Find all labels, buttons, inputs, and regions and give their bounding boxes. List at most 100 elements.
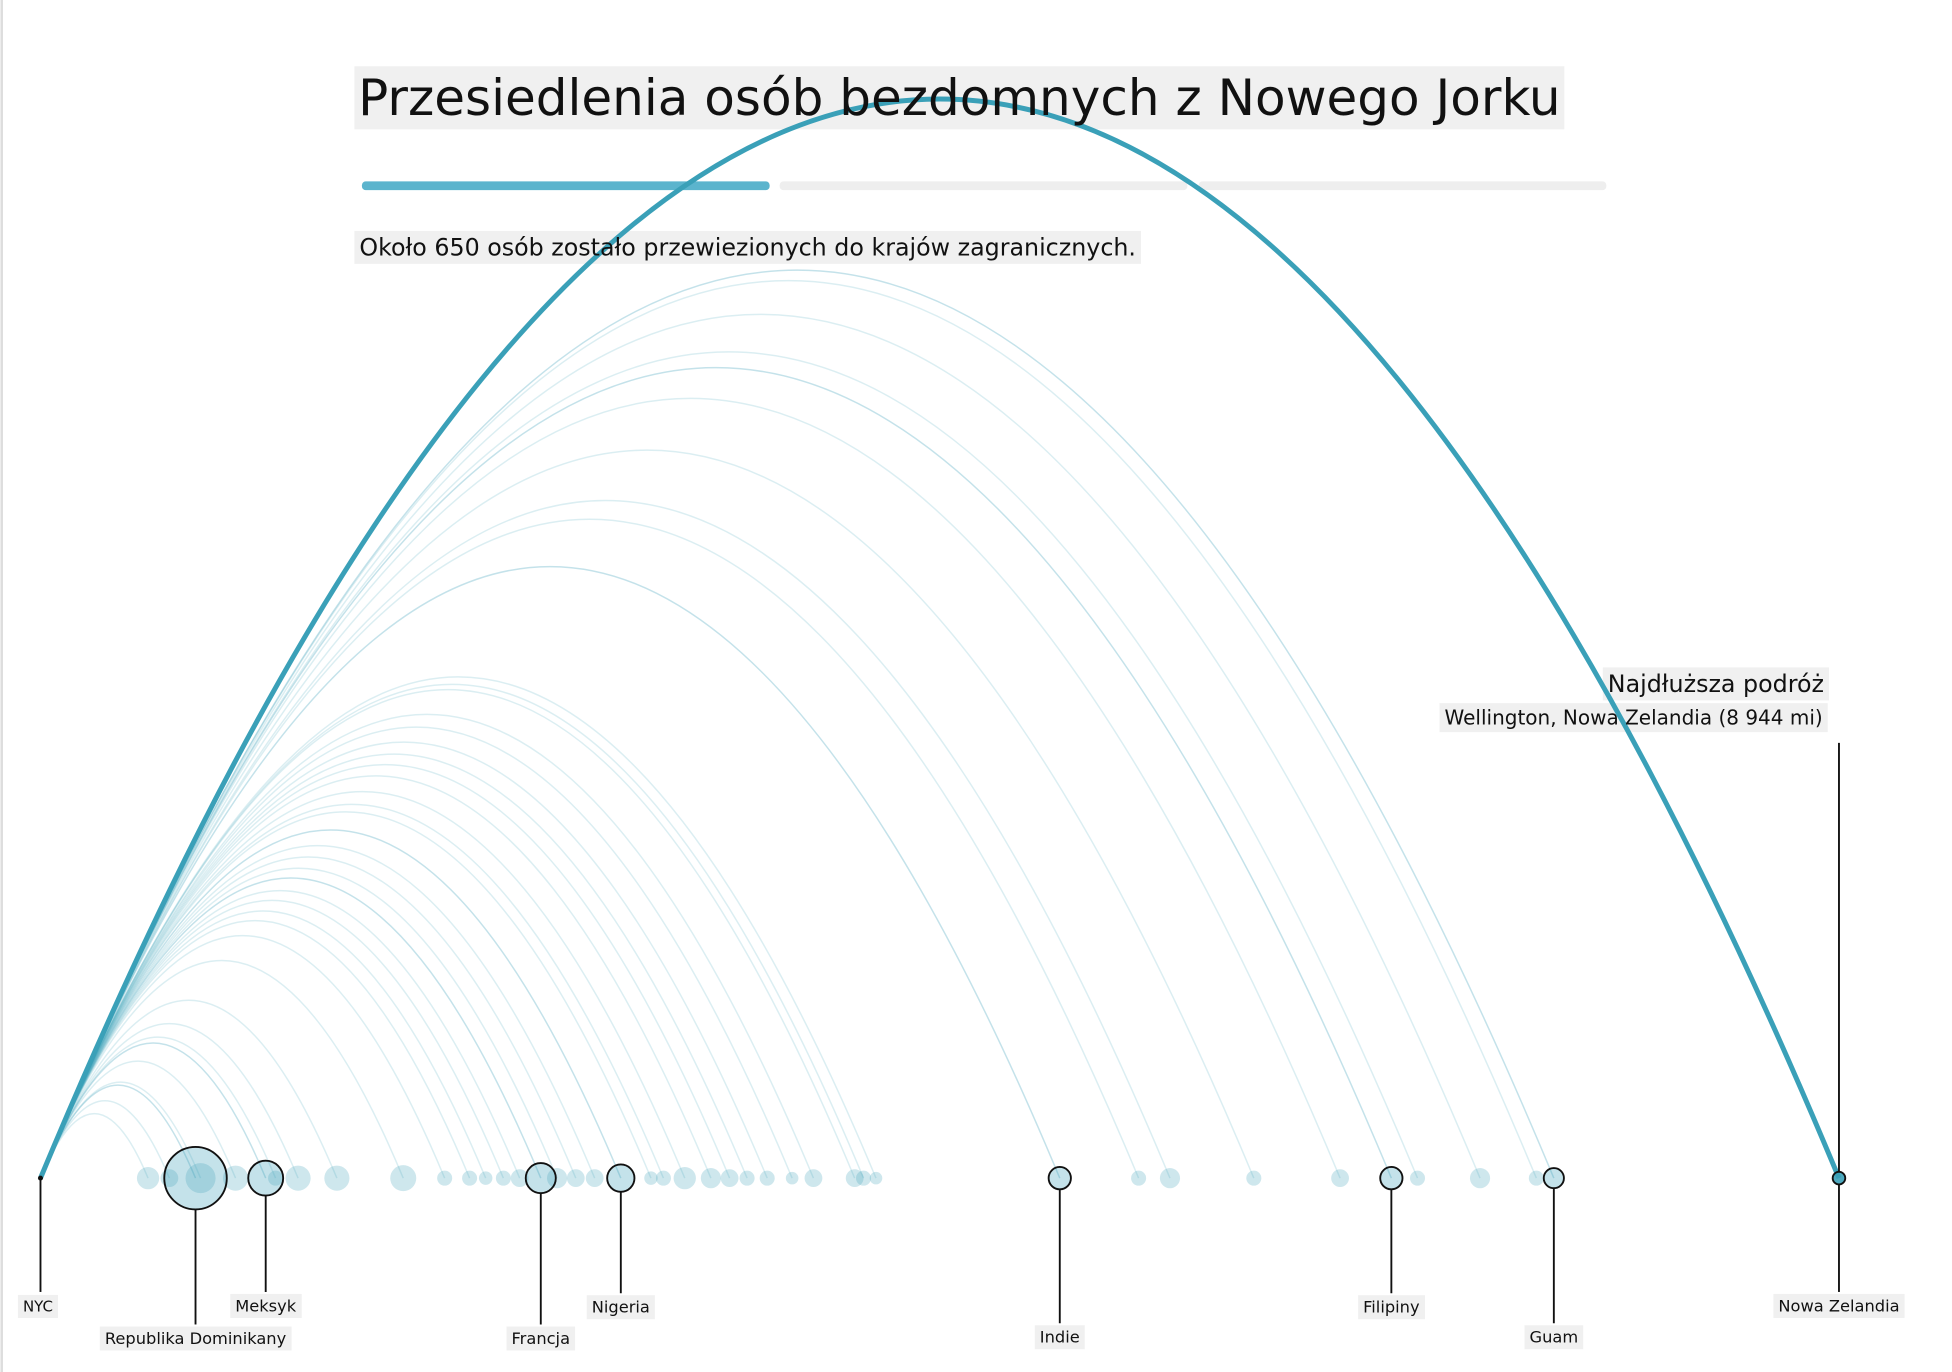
label-background bbox=[230, 1293, 302, 1318]
label-background bbox=[1602, 667, 1829, 701]
chart-subtitle: Około 650 osób zostało przewiezionych do… bbox=[359, 233, 1136, 261]
arc bbox=[39, 999, 338, 1179]
arc bbox=[39, 269, 1555, 1179]
arc bbox=[39, 351, 1419, 1179]
destination-dot bbox=[1159, 1168, 1181, 1189]
destination-label: Filipiny bbox=[1363, 1298, 1420, 1317]
arc bbox=[39, 763, 731, 1179]
destination-label: Nigeria bbox=[592, 1298, 650, 1317]
destination-dot bbox=[1542, 1167, 1565, 1190]
destination-dot bbox=[1469, 1168, 1491, 1189]
arc bbox=[39, 844, 596, 1179]
destination-dot bbox=[268, 1170, 284, 1186]
progress-step-active[interactable] bbox=[361, 181, 770, 191]
destination-dot bbox=[804, 1169, 823, 1188]
destination-dot bbox=[1047, 1166, 1072, 1191]
arcs bbox=[38, 96, 1842, 1180]
label-background bbox=[17, 1294, 59, 1318]
destination-dot bbox=[739, 1170, 755, 1186]
label-backgrounds bbox=[17, 66, 1905, 1351]
destination-label: Indie bbox=[1040, 1328, 1080, 1347]
destination-dot bbox=[1528, 1170, 1544, 1186]
arc bbox=[39, 279, 1538, 1179]
arc bbox=[39, 811, 652, 1179]
destination-dot bbox=[1331, 1169, 1349, 1188]
arc bbox=[39, 775, 712, 1179]
destination-dot bbox=[462, 1170, 478, 1186]
origin-label: NYC bbox=[23, 1297, 53, 1315]
arc bbox=[39, 499, 1171, 1179]
destination-dot bbox=[247, 1159, 285, 1197]
destination-dot bbox=[644, 1171, 658, 1185]
arc bbox=[39, 935, 446, 1179]
destination-label: Nowa Zelandia bbox=[1778, 1296, 1899, 1315]
arc bbox=[39, 899, 505, 1179]
arc bbox=[39, 367, 1393, 1179]
destination-dot bbox=[785, 1171, 799, 1185]
label-background bbox=[354, 230, 1141, 264]
arc bbox=[39, 1100, 171, 1179]
labels: Przesiedlenia osób bezdomnych z Nowego J… bbox=[23, 69, 1900, 1348]
arc bbox=[39, 397, 1341, 1179]
arc bbox=[39, 959, 404, 1179]
arc bbox=[39, 856, 577, 1179]
destination-dot bbox=[869, 1171, 883, 1185]
arc bbox=[39, 867, 558, 1179]
destination-label: Meksyk bbox=[235, 1296, 297, 1315]
destination-dot bbox=[437, 1170, 453, 1186]
arc bbox=[39, 877, 542, 1179]
arc bbox=[39, 829, 622, 1179]
arc bbox=[39, 1036, 277, 1179]
destination-dot bbox=[1131, 1170, 1147, 1186]
destination-dot bbox=[1246, 1170, 1262, 1186]
arc bbox=[39, 683, 865, 1179]
annotation-text: Wellington, Nowa Zelandia (8 944 mi) bbox=[1445, 706, 1823, 730]
arc bbox=[39, 713, 815, 1179]
label-background bbox=[1358, 1295, 1425, 1320]
label-background bbox=[99, 1326, 292, 1351]
destination-dot bbox=[136, 1166, 160, 1190]
progress-step[interactable] bbox=[779, 181, 1188, 191]
destination-dot bbox=[546, 1168, 568, 1189]
destination-dot bbox=[1379, 1166, 1404, 1191]
destination-dot bbox=[673, 1166, 696, 1190]
destination-dot bbox=[1409, 1170, 1426, 1186]
arc bbox=[39, 791, 686, 1179]
arc bbox=[39, 688, 856, 1179]
arc bbox=[39, 889, 521, 1179]
destination-dot bbox=[1831, 1170, 1847, 1186]
label-background bbox=[1439, 703, 1828, 733]
destination-label: Guam bbox=[1529, 1328, 1578, 1347]
label-background bbox=[586, 1295, 655, 1320]
arc bbox=[39, 449, 1255, 1179]
destination-dot bbox=[720, 1169, 739, 1188]
arc bbox=[38, 96, 1842, 1180]
arc bbox=[39, 803, 665, 1179]
arc bbox=[39, 1060, 237, 1179]
destination-dot bbox=[845, 1169, 864, 1188]
destination-dot bbox=[759, 1170, 775, 1186]
annotation-title: Najdłuższa podróż bbox=[1608, 670, 1824, 698]
destination-dot bbox=[324, 1165, 350, 1191]
arc bbox=[39, 313, 1481, 1179]
arc bbox=[39, 565, 1061, 1179]
destination-dot bbox=[510, 1169, 529, 1188]
arc bbox=[39, 910, 487, 1179]
arc bbox=[39, 676, 877, 1179]
arc bbox=[39, 741, 768, 1179]
destination-dot bbox=[856, 1170, 872, 1186]
arc bbox=[39, 518, 1140, 1179]
arc bbox=[39, 726, 793, 1179]
destination-label: Republika Dominikany bbox=[105, 1329, 287, 1348]
destination-dot bbox=[606, 1163, 636, 1193]
chart-title: Przesiedlenia osób bezdomnych z Nowego J… bbox=[358, 69, 1560, 127]
progress-step[interactable] bbox=[1198, 181, 1607, 191]
destination-dot bbox=[390, 1165, 417, 1192]
destination-label: Francja bbox=[512, 1329, 571, 1348]
arc bbox=[39, 919, 471, 1179]
destination-dot bbox=[222, 1165, 249, 1191]
label-background bbox=[1034, 1325, 1085, 1350]
label-background bbox=[1773, 1293, 1905, 1318]
destination-dot bbox=[185, 1163, 216, 1194]
